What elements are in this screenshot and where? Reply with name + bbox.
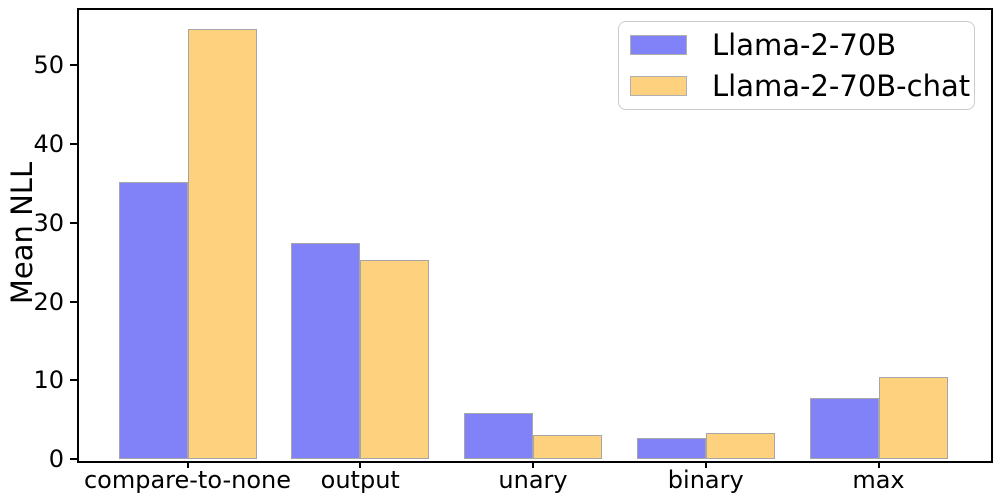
legend-item-llama-2-70b: Llama-2-70B [630, 28, 974, 62]
x-tick-mark-output [359, 461, 362, 468]
y-tick-label-10: 10 [33, 366, 64, 395]
bar-unary-Llama-2-70B [464, 413, 533, 459]
y-tick-mark-10 [70, 379, 77, 382]
y-tick-label-30: 30 [33, 208, 64, 237]
y-tick-mark-20 [70, 300, 77, 303]
bar-unary-Llama-2-70B-chat [533, 434, 602, 459]
bar-compare-to-none-Llama-2-70B-chat [187, 29, 257, 459]
bar-max-Llama-2-70B-chat [878, 377, 948, 459]
x-tick-mark-max [877, 461, 880, 468]
x-tick-label-output: output [320, 466, 400, 494]
x-tick-label-compare-to-none: compare-to-none [83, 466, 292, 494]
legend: Llama-2-70B Llama-2-70B-chat [618, 21, 975, 110]
x-tick-mark-unary [532, 461, 534, 468]
bar-max-Llama-2-70B [809, 397, 879, 459]
bar-binary-Llama-2-70B-chat [705, 433, 775, 459]
x-tick-label-max: max [852, 466, 905, 494]
legend-item-llama-2-70b-chat: Llama-2-70B-chat [630, 69, 974, 103]
bar-output-Llama-2-70B [291, 243, 361, 459]
legend-label-llama-2-70b-chat: Llama-2-70B-chat [712, 68, 971, 103]
x-tick-label-unary: unary [498, 466, 568, 494]
bar-compare-to-none-Llama-2-70B [118, 181, 188, 459]
bar-binary-Llama-2-70B [636, 437, 706, 459]
x-tick-mark-compare-to-none [186, 461, 189, 468]
y-tick-label-40: 40 [33, 130, 64, 159]
y-tick-label-0: 0 [48, 445, 64, 473]
y-tick-mark-30 [70, 221, 77, 224]
bar-output-Llama-2-70B-chat [360, 259, 430, 459]
legend-label-llama-2-70b: Llama-2-70B [712, 28, 897, 63]
y-tick-mark-40 [70, 143, 77, 146]
x-tick-label-binary: binary [667, 466, 744, 494]
y-tick-mark-0 [70, 458, 77, 460]
legend-swatch-llama-2-70b [630, 35, 687, 56]
y-tick-mark-50 [70, 64, 77, 67]
legend-swatch-llama-2-70b-chat [630, 75, 687, 96]
x-tick-mark-binary [704, 461, 707, 468]
y-tick-label-50: 50 [33, 51, 64, 80]
y-tick-label-20: 20 [33, 287, 64, 316]
